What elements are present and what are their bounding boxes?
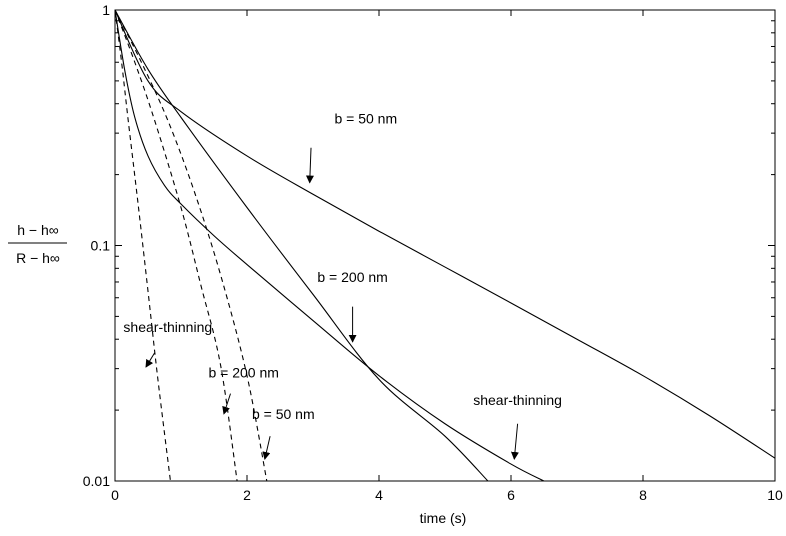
annotation-arrow — [510, 423, 519, 460]
plot-frame — [114, 9, 776, 482]
annotation-label: b = 200 nm — [317, 269, 387, 285]
annotation-label: b = 50 nm — [252, 406, 315, 422]
y-tick-label: 0.1 — [91, 238, 111, 254]
solid-series-line-2 — [114, 9, 489, 482]
x-tick-label: 4 — [375, 487, 383, 503]
annotation-arrow — [262, 436, 271, 460]
solid-series-line-1 — [114, 9, 776, 459]
annotation-arrow — [222, 393, 231, 415]
x-tick-label: 0 — [111, 487, 119, 503]
annotation-label: b = 200 nm — [208, 365, 278, 381]
y-axis-ticks: 0.01 0.1 1 — [83, 2, 775, 489]
x-tick-label: 2 — [243, 487, 251, 503]
y-tick-label: 0.01 — [83, 473, 110, 489]
y-tick-label: 1 — [102, 2, 110, 18]
dashed-series-line-5 — [114, 9, 238, 482]
dashed-series-line-4 — [114, 9, 171, 482]
annotation-layer: b = 50 nm b = 200 nm shear-thinning b = 200… — [123, 110, 562, 460]
y-axis-label: h − h∞ R − h∞ — [8, 222, 67, 266]
x-axis-ticks: 0 2 4 6 8 10 — [111, 10, 783, 503]
annotation-label: shear-thinning — [473, 392, 562, 408]
x-tick-label: 8 — [639, 487, 647, 503]
series-layer — [114, 9, 776, 482]
x-tick-label: 10 — [767, 487, 783, 503]
x-tick-label: 6 — [507, 487, 515, 503]
annotation-arrow — [305, 147, 314, 184]
x-axis-label: time (s) — [420, 510, 467, 526]
dashed-series-line-6 — [114, 9, 268, 482]
annotation-label: b = 50 nm — [334, 110, 397, 126]
y-axis-label-numerator: h − h∞ — [17, 222, 59, 238]
y-axis-label-denominator: R − h∞ — [16, 250, 60, 266]
annotation-arrow — [145, 352, 156, 368]
annotation-label: shear-thinning — [123, 319, 212, 335]
solid-series-line-3 — [114, 9, 545, 482]
